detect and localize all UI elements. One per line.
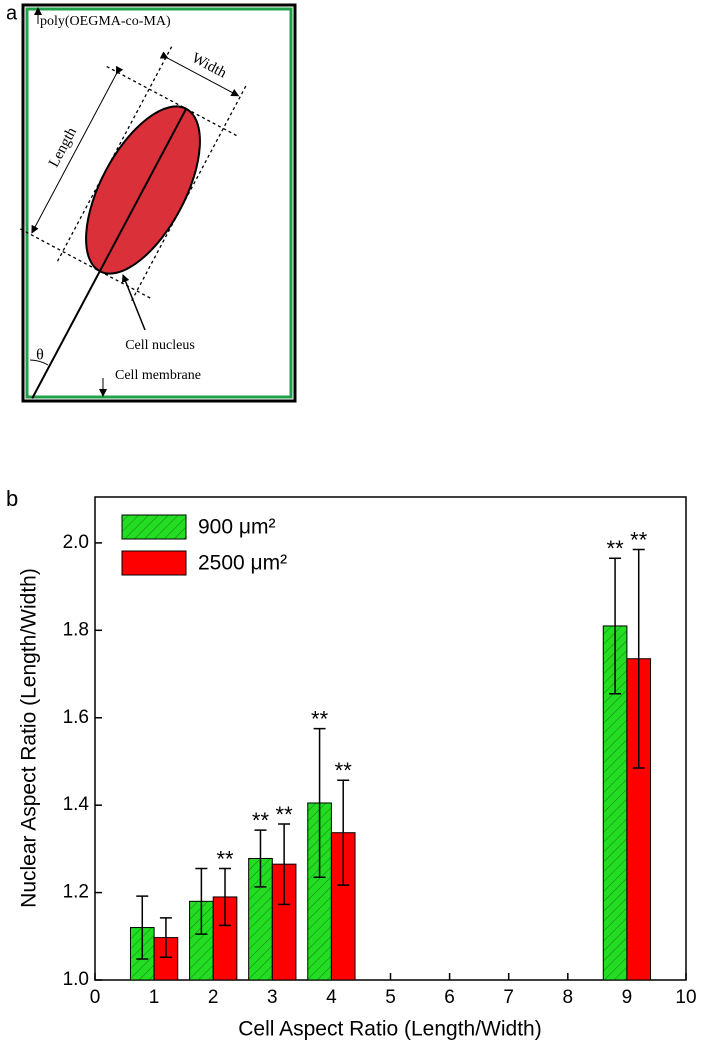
- cell-frame: [21, 3, 297, 403]
- significance-label: **: [311, 706, 329, 731]
- y-tick-label: 1.4: [63, 794, 90, 815]
- panel-label: a: [6, 2, 18, 24]
- y-tick-label: 2.0: [63, 532, 89, 553]
- nucleus-group: Length Width: [20, 46, 247, 399]
- y-tick-label: 1.6: [63, 707, 89, 728]
- significance-label: **: [335, 758, 353, 783]
- error-bar: [278, 823, 291, 906]
- width-arrow: [159, 51, 240, 97]
- y-tick-label: 1.8: [63, 619, 89, 640]
- error-bar: [632, 548, 645, 769]
- legend-swatch: [121, 550, 187, 576]
- significance-label: **: [607, 536, 625, 561]
- x-tick-label: 1: [149, 987, 160, 1008]
- error-bar: [159, 917, 172, 959]
- legend-label: 2500 μm²: [198, 552, 287, 575]
- x-tick-label: 3: [267, 987, 278, 1008]
- x-tick-label: 4: [326, 987, 337, 1008]
- x-tick-label: 6: [444, 987, 455, 1008]
- significance-label: **: [630, 527, 648, 552]
- x-tick-label: 2: [208, 987, 219, 1008]
- panel-label: b: [6, 486, 18, 511]
- y-axis-title: Nuclear Aspect Ratio (Length/Width): [18, 568, 41, 908]
- diagram: a Length Width θ poly(OEGMA-co-MA) Cell …: [6, 2, 297, 403]
- width-label: Width: [189, 50, 230, 82]
- angle-arc: [29, 359, 49, 366]
- membrane-label: Cell membrane: [115, 368, 201, 383]
- axis-line: [31, 108, 188, 399]
- x-tick-label: 0: [90, 987, 101, 1008]
- y-tick-label: 1.0: [63, 969, 89, 990]
- error-bar: [219, 867, 232, 927]
- nucleus-arrow: [121, 274, 146, 331]
- x-tick-label: 9: [622, 987, 633, 1008]
- x-axis-title: Cell Aspect Ratio (Length/Width): [238, 1018, 541, 1041]
- legend-swatch: [121, 514, 187, 540]
- significance-label: **: [276, 802, 294, 827]
- x-tick-label: 8: [563, 987, 574, 1008]
- nucleus-label: Cell nucleus: [125, 338, 195, 353]
- error-bar: [609, 557, 622, 695]
- length-label: Length: [46, 125, 80, 170]
- y-tick-label: 1.2: [63, 882, 89, 903]
- x-tick-label: 10: [675, 987, 696, 1008]
- error-bar: [195, 867, 208, 935]
- error-bar: [136, 895, 149, 960]
- x-tick-label: 5: [385, 987, 396, 1008]
- chart: b Cell Aspect Ratio (Length/Width) Nucle…: [6, 486, 697, 1041]
- x-tick-label: 7: [503, 987, 514, 1008]
- significance-label: **: [252, 808, 270, 833]
- cell-membrane: [25, 7, 293, 399]
- length-arrow: [31, 65, 124, 234]
- error-bar: [337, 779, 350, 886]
- polymer-label: poly(OEGMA-co-MA): [40, 14, 171, 29]
- error-bar: [254, 829, 267, 888]
- legend-label: 900 μm²: [198, 516, 275, 539]
- error-bar: [313, 727, 326, 879]
- significance-label: **: [216, 846, 234, 871]
- angle-label: θ: [36, 347, 44, 364]
